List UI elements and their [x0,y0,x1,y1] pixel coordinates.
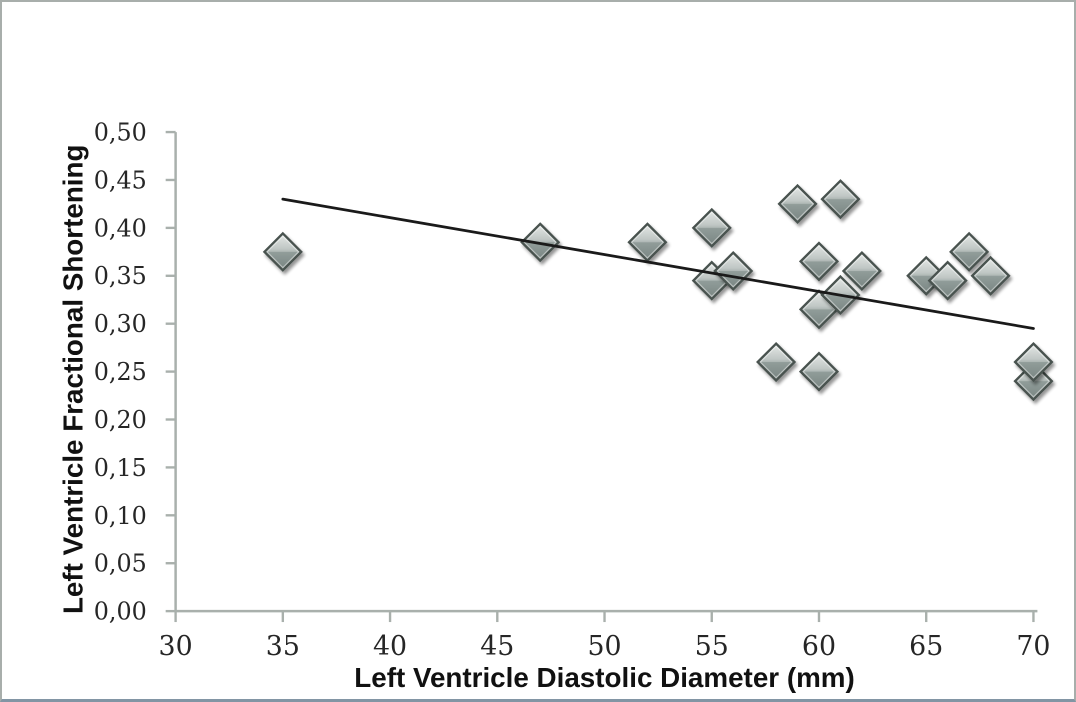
y-tick-label: 0,40 [94,214,147,242]
x-tick-label: 60 [802,631,836,662]
data-point [777,183,818,224]
tick-labels: 30 35 40 45 50 55 60 65 70 0,00 0,05 0,10 0,15 0,20 0,… [94,119,1051,662]
x-tick-label: 40 [373,631,407,662]
diamond-top-facet [824,182,857,200]
diamond-top-facet [781,187,814,204]
data-point [691,207,732,248]
x-tick-label: 50 [587,631,621,662]
y-tick-label: 0,30 [94,310,147,338]
data-point [970,255,1011,296]
x-tick-label: 45 [480,631,514,662]
y-tick-label: 0,05 [94,550,147,578]
diamond-top-facet [909,259,943,276]
diamond-top-facet [695,211,729,228]
data-point [1013,341,1054,383]
data-point [627,222,668,263]
data-point [927,260,968,301]
data-point [262,231,303,272]
y-tick-label: 0,45 [94,166,147,194]
y-tick-label: 0,15 [94,454,147,482]
y-tick-label: 0,25 [94,358,147,386]
data-point [713,250,754,292]
diamond-top-facet [802,245,836,262]
y-tick-label: 0,10 [94,502,147,530]
data-point [820,179,861,220]
diamond-top-facet [952,235,986,252]
diamond-top-facet [266,235,300,252]
data-point [798,351,840,392]
x-axis-title: Left Ventricle Diastolic Diameter (mm) [354,662,855,693]
diamond-top-facet [802,292,836,310]
y-axis-title: Left Ventricle Fractional Shortening [57,145,88,615]
data-point [798,241,840,282]
diamond-top-facet [523,225,557,243]
diamond-top-facet [631,225,664,243]
diamond-top-facet [716,254,750,271]
diamond-top-facet [845,254,879,271]
x-tick-label: 55 [695,631,729,662]
y-tick-label: 0,00 [94,598,147,626]
diamond-top-facet [759,345,793,363]
diamond-top-facet [1017,345,1050,363]
x-tick-label: 35 [266,631,300,662]
diamond-top-facet [802,355,836,372]
data-point [756,341,797,383]
diamond-top-facet [974,259,1007,276]
y-tick-label: 0,35 [94,262,147,290]
x-tick-label: 70 [1016,631,1050,662]
data-point [949,231,990,272]
scatter-points [262,179,1054,402]
diamond-top-facet [931,264,965,281]
trend-line [281,197,1035,330]
x-tick-label: 30 [159,631,193,662]
axes [165,130,1038,623]
y-tick-label: 0,20 [94,406,147,434]
data-point [841,250,882,292]
diamond-top-facet [824,278,857,295]
x-tick-label: 65 [909,631,943,662]
y-tick-label: 0,50 [94,119,147,147]
